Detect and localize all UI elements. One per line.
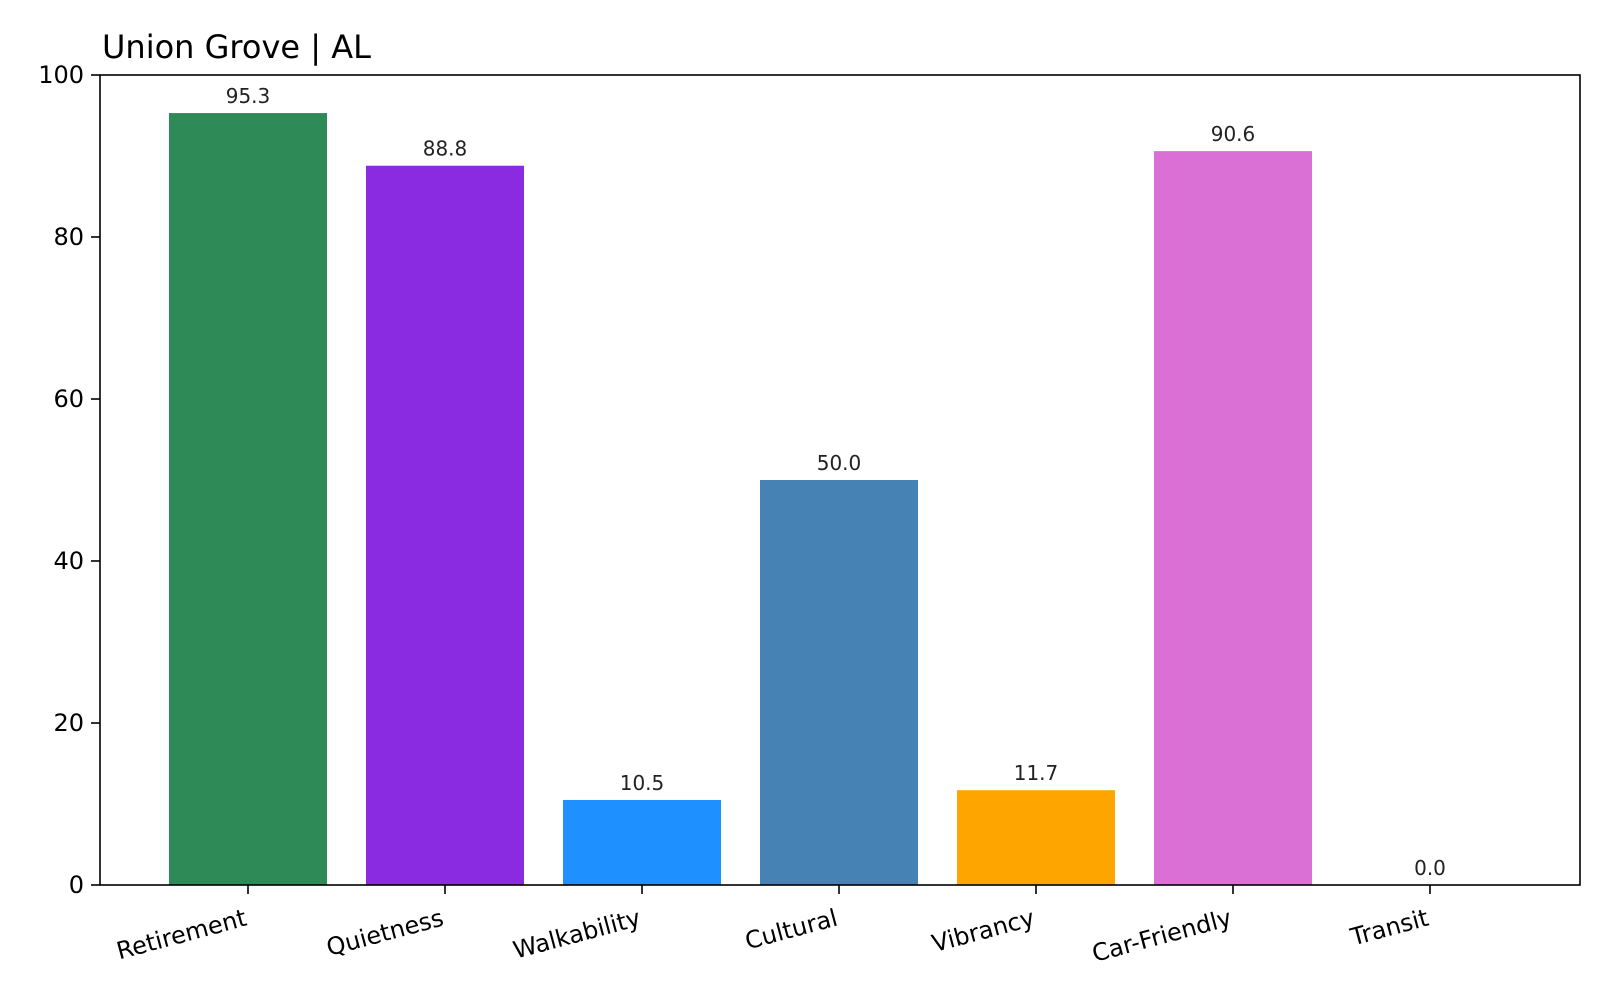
bar-retirement [169, 113, 327, 885]
bar-cultural [760, 480, 918, 885]
y-axis: 0 20 40 60 80 100 [38, 61, 100, 899]
data-label: 10.5 [620, 771, 665, 795]
x-tick-label: Quietness [323, 904, 446, 962]
bar-walkability [563, 799, 721, 885]
data-labels: 95.3 88.8 10.5 50.0 11.7 90.6 0.0 [226, 84, 1446, 880]
data-label: 0.0 [1414, 856, 1446, 880]
x-tick-label: Car-Friendly [1089, 904, 1235, 968]
chart-title: Union Grove | AL [102, 28, 371, 66]
y-tick-label: 100 [38, 61, 84, 89]
y-tick-label: 80 [53, 223, 84, 251]
x-tick-label: Cultural [742, 904, 841, 956]
plot-frame [99, 74, 1581, 886]
x-axis: Retirement Quietness Walkability Cultural Vi… [114, 885, 1432, 968]
data-label: 50.0 [817, 451, 862, 475]
bar-vibrancy [957, 790, 1115, 885]
bar-quietness [366, 165, 524, 886]
data-label: 95.3 [226, 84, 271, 108]
x-tick-label: Walkability [510, 904, 643, 965]
x-tick-label: Transit [1347, 904, 1432, 952]
data-label: 90.6 [1211, 122, 1256, 146]
x-tick-label: Vibrancy [929, 904, 1038, 958]
x-tick-label: Retirement [114, 904, 250, 966]
y-tick-label: 0 [69, 871, 84, 899]
y-tick-label: 40 [53, 547, 84, 575]
bar-car-friendly [1154, 151, 1312, 885]
y-tick-label: 60 [53, 385, 84, 413]
data-label: 88.8 [423, 137, 468, 161]
bars [169, 113, 1312, 886]
data-label: 11.7 [1014, 761, 1059, 785]
y-tick-label: 20 [53, 709, 84, 737]
